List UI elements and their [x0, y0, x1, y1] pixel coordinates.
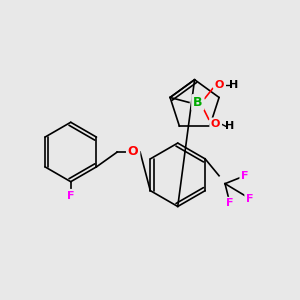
Text: H: H [229, 80, 238, 90]
Text: F: F [67, 190, 74, 201]
Text: F: F [241, 171, 249, 181]
Text: O: O [128, 146, 139, 158]
Text: F: F [226, 199, 234, 208]
Text: B: B [193, 96, 203, 109]
Text: O: O [215, 80, 224, 90]
Text: O: O [211, 119, 220, 129]
Text: H: H [225, 121, 234, 131]
Text: F: F [246, 194, 253, 203]
